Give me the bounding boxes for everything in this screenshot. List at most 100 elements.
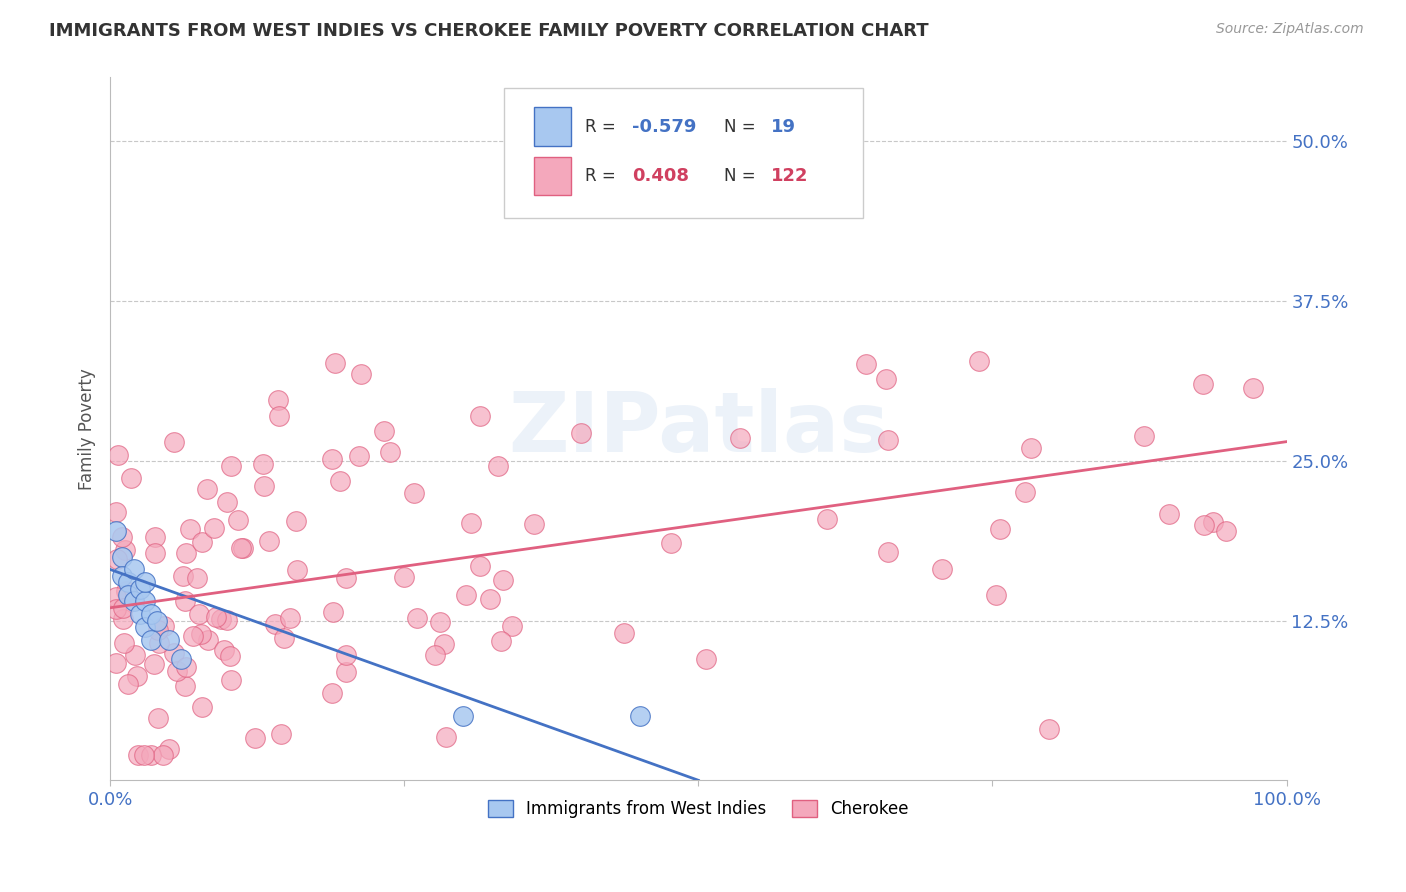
Point [166, 664, 188, 678]
Point [122, 594, 145, 608]
Point [335, 571, 357, 585]
Point [468, 409, 491, 423]
Point [202, 521, 225, 535]
Point [179, 522, 201, 536]
Bar [534, 107, 571, 146]
Point [329, 475, 352, 489]
Point [146, 711, 169, 725]
Point [405, 611, 427, 625]
Point [120, 471, 142, 485]
Point [988, 523, 1011, 537]
Point [139, 747, 162, 762]
Point [117, 677, 139, 691]
Point [877, 433, 900, 447]
Point [232, 541, 254, 555]
Point [212, 643, 235, 657]
Point [191, 534, 214, 549]
Point [468, 559, 491, 574]
Point [107, 448, 129, 462]
Point [1215, 524, 1237, 539]
Point [125, 669, 148, 683]
Point [124, 648, 146, 662]
Point [117, 588, 139, 602]
Point [1014, 484, 1036, 499]
Text: 122: 122 [772, 167, 808, 185]
Text: 0.408: 0.408 [633, 167, 689, 185]
Text: R =: R = [585, 167, 621, 185]
Point [373, 424, 395, 438]
Point [141, 632, 163, 647]
Point [876, 545, 898, 559]
Point [105, 657, 128, 671]
Point [613, 626, 636, 640]
Point [219, 648, 242, 663]
Point [335, 665, 357, 680]
Point [128, 582, 150, 596]
Point [253, 479, 276, 493]
Text: Source: ZipAtlas.com: Source: ZipAtlas.com [1216, 22, 1364, 37]
Point [349, 449, 371, 463]
Point [695, 652, 717, 666]
Point [569, 426, 592, 441]
Point [219, 458, 242, 473]
Point [1241, 381, 1264, 395]
Point [143, 530, 166, 544]
Point [501, 618, 523, 632]
Point [157, 742, 180, 756]
Text: ZIPatlas: ZIPatlas [508, 388, 889, 469]
Point [134, 620, 156, 634]
Point [285, 514, 308, 528]
Point [181, 629, 204, 643]
Point [152, 747, 174, 762]
Point [122, 562, 145, 576]
Point [111, 569, 134, 583]
Point [1157, 507, 1180, 521]
FancyBboxPatch shape [505, 88, 863, 218]
Point [335, 648, 357, 662]
Point [456, 588, 478, 602]
Point [273, 631, 295, 645]
Point [404, 486, 426, 500]
Point [190, 626, 212, 640]
Point [105, 524, 128, 538]
Point [128, 607, 150, 622]
Point [1038, 722, 1060, 736]
Point [423, 648, 446, 663]
Text: N =: N = [724, 118, 761, 136]
Point [197, 633, 219, 648]
Point [105, 590, 128, 604]
Point [217, 495, 239, 509]
Point [105, 505, 128, 519]
Point [323, 356, 346, 370]
Point [264, 617, 287, 632]
Point [492, 573, 515, 587]
Point [433, 637, 456, 651]
Point [115, 583, 138, 598]
Point [1202, 515, 1225, 529]
Point [132, 747, 155, 762]
Bar [534, 156, 571, 195]
Point [174, 593, 197, 607]
Point [134, 594, 156, 608]
Point [460, 516, 482, 530]
Point [134, 575, 156, 590]
Point [278, 610, 301, 624]
Point [659, 536, 682, 550]
Point [148, 636, 170, 650]
Point [170, 652, 193, 666]
Point [969, 353, 991, 368]
Point [1019, 441, 1042, 455]
Point [491, 633, 513, 648]
Point [267, 409, 290, 423]
Point [267, 392, 290, 407]
Point [226, 513, 249, 527]
Point [451, 709, 474, 723]
Point [112, 600, 135, 615]
Point [195, 482, 218, 496]
Point [146, 614, 169, 628]
Point [217, 613, 239, 627]
Text: R =: R = [585, 118, 621, 136]
Point [1191, 377, 1213, 392]
Text: 19: 19 [772, 118, 796, 136]
Point [728, 432, 751, 446]
